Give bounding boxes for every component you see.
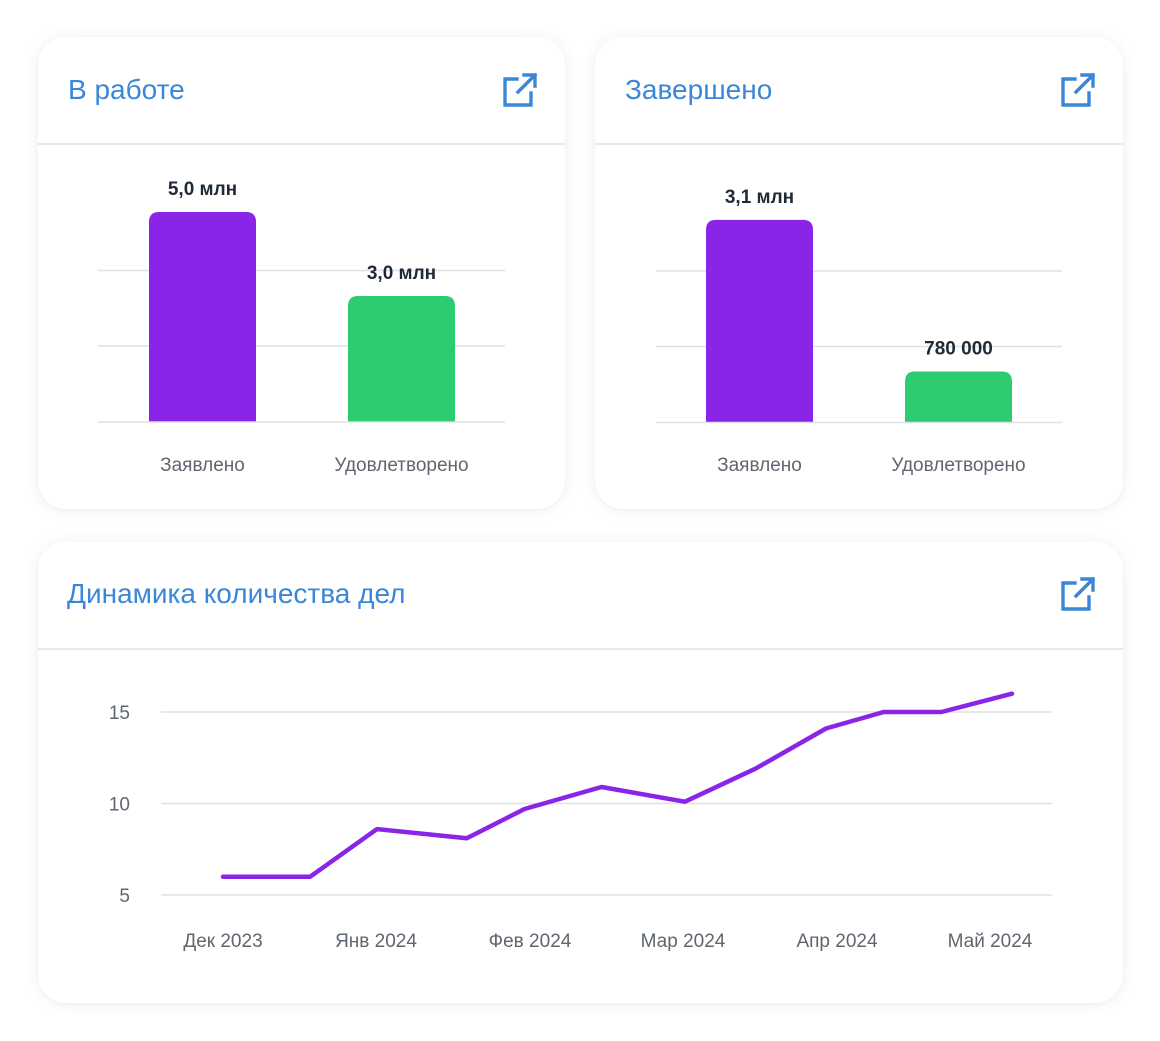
category-label: Удовлетворено: [891, 455, 1025, 476]
category-label: Удовлетворено: [334, 455, 468, 476]
bar[interactable]: [149, 212, 256, 422]
card-dynamics: Динамика количества дел 5 10 15 Дек 2023 Янв…: [38, 542, 1123, 1003]
card-header: Завершено: [595, 37, 1123, 145]
card-title: Завершено: [625, 74, 773, 105]
y-tick-label: 5: [119, 886, 130, 907]
x-tick-label: Янв 2024: [335, 931, 417, 952]
card-title: В работе: [68, 74, 185, 105]
category-label: Заявлено: [160, 455, 245, 476]
card-title: Динамика количества дел: [67, 578, 406, 609]
card-in-work: В работе 5,0 млн Заявлено 3,0 млн Удовлетво…: [38, 37, 565, 509]
open-external-icon[interactable]: [500, 70, 540, 110]
bar-chart-in-work: 5,0 млн Заявлено 3,0 млн Удовлетворено: [98, 179, 505, 476]
line-chart-dynamics: 5 10 15 Дек 2023 Янв 2024 Фев 2024 Мар 2024 Апр…: [109, 691, 1052, 952]
open-external-icon[interactable]: [1058, 574, 1098, 614]
x-tick-label: Май 2024: [948, 931, 1033, 952]
x-tick-label: Дек 2023: [183, 931, 262, 952]
bar-value-label: 3,0 млн: [367, 263, 436, 284]
y-tick-label: 15: [109, 703, 130, 724]
card-header: В работе: [38, 37, 565, 145]
bar[interactable]: [348, 296, 455, 422]
open-external-icon[interactable]: [1058, 70, 1098, 110]
card-completed: Завершено 3,1 млн Заявлено 780 000 Удовлетв…: [595, 37, 1123, 509]
y-tick-label: 10: [109, 795, 130, 816]
bar-value-label: 3,1 млн: [725, 187, 794, 208]
x-tick-label: Фев 2024: [489, 931, 572, 952]
bar-value-label: 5,0 млн: [168, 179, 237, 200]
card-header: Динамика количества дел: [38, 542, 1123, 650]
series-line[interactable]: [220, 691, 1015, 879]
bar[interactable]: [905, 371, 1012, 423]
category-label: Заявлено: [717, 455, 802, 476]
bar[interactable]: [706, 219, 813, 423]
bar-value-label: 780 000: [924, 339, 993, 360]
bar-chart-completed: 3,1 млн Заявлено 780 000 Удовлетворено: [656, 187, 1062, 476]
x-tick-label: Апр 2024: [796, 931, 878, 952]
x-tick-label: Мар 2024: [641, 931, 726, 952]
